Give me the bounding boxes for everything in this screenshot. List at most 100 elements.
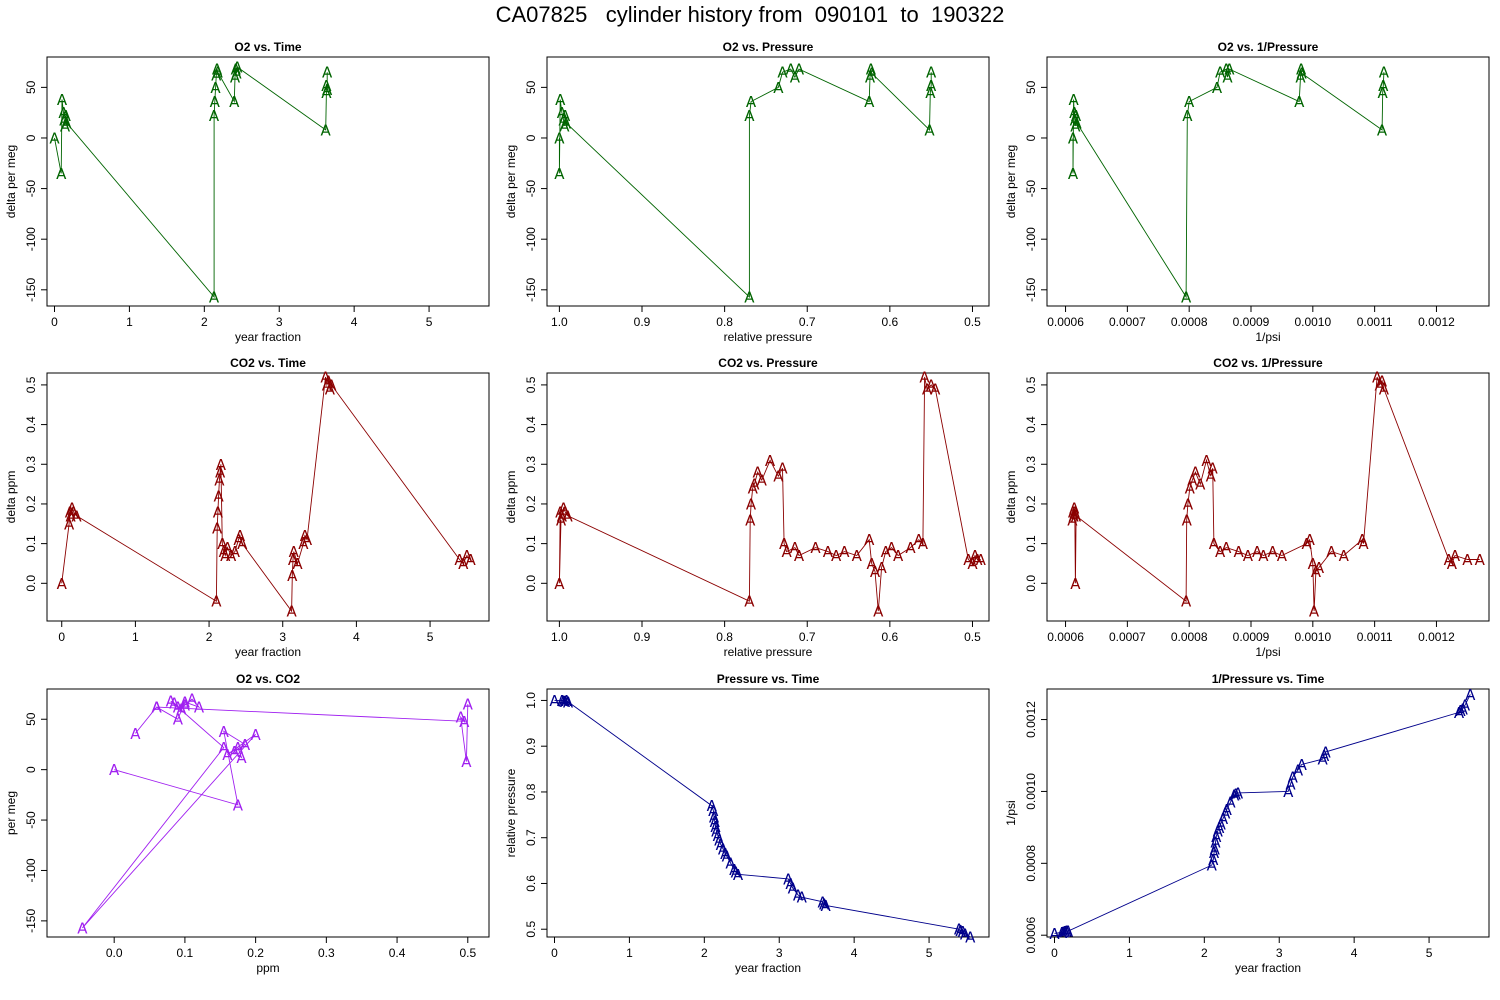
data-point: A: [870, 563, 881, 581]
data-point: A: [235, 527, 246, 545]
data-point: A: [560, 693, 571, 711]
x-axis: 0 1 2 3 4 5: [58, 620, 434, 644]
data-point: A: [456, 709, 467, 727]
x-tick-label: 0.0012: [1418, 630, 1455, 644]
data-point: A: [1069, 104, 1080, 122]
data-point: A: [57, 575, 68, 593]
data-point: A: [77, 919, 88, 937]
data-point: A: [217, 535, 228, 553]
data-point: A: [300, 527, 311, 545]
data-point: A: [1201, 452, 1212, 470]
panel-title: CO2 vs. 1/Pressure: [1213, 356, 1323, 370]
data-point: A: [1208, 851, 1219, 869]
data-point: A: [1224, 61, 1235, 79]
data-point: A: [709, 809, 720, 827]
data-point: A: [1206, 468, 1217, 486]
data-point: A: [1195, 476, 1206, 494]
data-point: A: [151, 699, 162, 717]
data-point: A: [49, 129, 60, 147]
y-tick-label: 0.0006: [1024, 917, 1038, 954]
x-tick-label: 0.2: [247, 946, 264, 960]
data-point: A: [169, 695, 180, 713]
data-point: A: [237, 535, 248, 553]
x-tick-label: 0.0012: [1418, 315, 1455, 329]
data-point: A: [556, 511, 567, 529]
x-axis-label: year fraction: [235, 645, 301, 659]
data-point: A: [725, 854, 736, 872]
data-point: A: [561, 114, 572, 132]
series-line: [554, 699, 971, 938]
y-tick-label: 0: [24, 134, 38, 141]
data-point: A: [1209, 844, 1220, 862]
data-point: A: [1209, 535, 1220, 553]
y-tick-label: -150: [24, 277, 38, 301]
data-point: A: [1377, 372, 1388, 390]
data-point: A: [465, 551, 476, 569]
data-point: A: [222, 746, 233, 764]
data-point: A: [558, 499, 569, 517]
data-point: A: [130, 725, 141, 743]
data-point: A: [707, 797, 718, 815]
data-point: A: [1258, 547, 1269, 565]
x-tick-label: 5: [1426, 946, 1433, 960]
data-point: A: [463, 696, 474, 714]
y-tick-label: -100: [524, 227, 538, 251]
plot-frame: [1046, 688, 1490, 938]
data-point: A: [461, 753, 472, 771]
data-point: A: [176, 701, 187, 719]
data-point: A: [1225, 794, 1236, 812]
data-point: A: [753, 464, 764, 482]
y-tick-label: -100: [1024, 227, 1038, 251]
y-tick-label: -150: [524, 277, 538, 301]
data-point: A: [325, 380, 336, 398]
y-tick-label: 0.9: [524, 738, 538, 755]
data-point: A: [560, 107, 571, 125]
data-point: A: [729, 861, 740, 879]
data-point: A: [925, 84, 936, 102]
data-point: A: [785, 875, 796, 893]
data-point: A: [746, 93, 757, 111]
y-axis: -150 -100 -50 0 50: [24, 80, 48, 302]
data-point: A: [1190, 464, 1201, 482]
y-tick-label: 50: [24, 80, 38, 94]
x-tick-label: 0.7: [799, 630, 816, 644]
data-point: A: [1072, 114, 1083, 132]
data-point: A: [71, 507, 82, 525]
data-point: A: [222, 539, 233, 557]
y-axis: 0.0 0.1 0.2 0.3 0.4 0.5: [1024, 376, 1048, 592]
data-point: A: [924, 121, 935, 139]
data-point: A: [722, 848, 733, 866]
data-point: A: [708, 802, 719, 820]
data-point: A: [558, 692, 569, 710]
data-point: A: [876, 559, 887, 577]
data-point: A: [733, 866, 744, 884]
data-point: A: [194, 699, 205, 717]
data-point: A: [322, 81, 333, 99]
y-axis-label: delta per meg: [4, 145, 18, 218]
y-tick-label: -50: [24, 180, 38, 198]
data-point: A: [231, 61, 242, 79]
y-tick-label: 0: [1024, 134, 1038, 141]
data-point: A: [549, 692, 560, 710]
panel-title: Pressure vs. Time: [717, 672, 820, 686]
x-tick-label: 2: [1201, 946, 1208, 960]
data-point: A: [793, 886, 804, 904]
data-point: A: [1183, 495, 1194, 513]
data-point: A: [781, 543, 792, 561]
plot-frame: [46, 372, 490, 622]
x-axis: 0 1 2 3 4 5: [1051, 936, 1433, 960]
data-point: A: [1293, 761, 1304, 779]
data-point: A: [1215, 64, 1226, 82]
x-axis: 0.0006 0.0007 0.0008 0.0009 0.0010 0.0011 0.00…: [1047, 305, 1455, 329]
data-point: A: [288, 551, 299, 569]
x-tick-label: 4: [1351, 946, 1358, 960]
data-point: A: [1444, 551, 1455, 569]
data-point: A: [240, 736, 251, 754]
panel-title: O2 vs. 1/Pressure: [1218, 40, 1319, 54]
data-point: A: [1314, 559, 1325, 577]
data-point: A: [559, 117, 570, 135]
data-point: A: [958, 923, 969, 941]
data-point: A: [930, 380, 941, 398]
